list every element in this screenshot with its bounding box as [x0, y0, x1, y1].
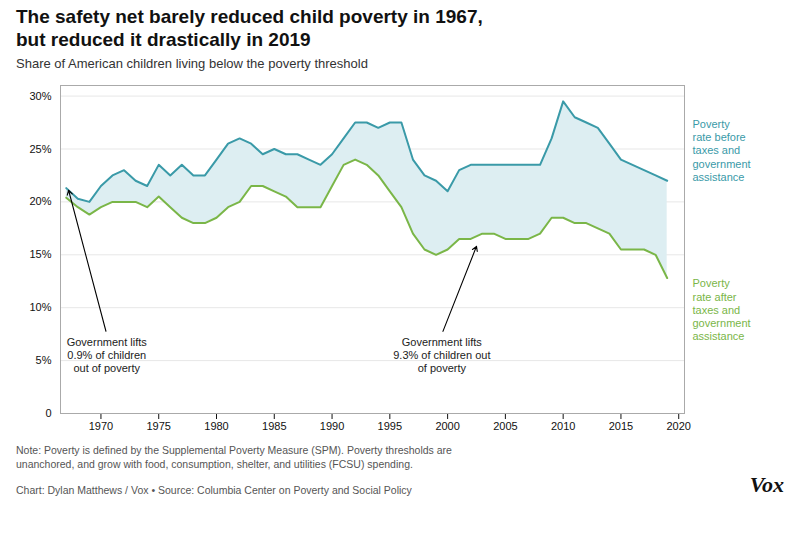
svg-text:25%: 25%: [29, 142, 51, 154]
svg-text:30%: 30%: [29, 89, 51, 101]
svg-text:1970: 1970: [89, 420, 113, 432]
svg-text:1995: 1995: [378, 420, 402, 432]
svg-text:2005: 2005: [493, 420, 517, 432]
svg-text:2020: 2020: [666, 420, 690, 432]
svg-text:2000: 2000: [435, 420, 459, 432]
html-text:Chart: Dylan Matthews / Vox •: Chart: Dylan Matthews / Vox • Source: Co…: [16, 484, 412, 496]
svg-text:2015: 2015: [609, 420, 633, 432]
svg-text:1985: 1985: [262, 420, 286, 432]
html-text:Note: Poverty is defined by th: Note: Poverty is defined by the Suppleme…: [16, 443, 452, 471]
svg-text:10%: 10%: [29, 301, 51, 313]
html-text:Share of American children liv: Share of American children living below …: [16, 55, 368, 71]
html-text:Vox: Vox: [749, 472, 784, 497]
svg-text:2010: 2010: [551, 420, 575, 432]
svg-text:Government lifts9.3% of childr: Government lifts9.3% of children outof p…: [393, 335, 490, 373]
svg-text:1990: 1990: [320, 420, 344, 432]
html-text:The safety net barely reduced: The safety net barely reduced child pove…: [16, 6, 483, 50]
svg-text:1975: 1975: [146, 420, 170, 432]
svg-text:5%: 5%: [36, 354, 52, 366]
svg-text:Povertyrate aftertaxes andgove: Povertyrate aftertaxes andgovernmentassi…: [693, 277, 751, 342]
svg-text:0: 0: [45, 407, 51, 419]
svg-text:15%: 15%: [29, 248, 51, 260]
svg-text:Government lifts0.9% of childr: Government lifts0.9% of childrenout of p…: [67, 335, 148, 373]
svg-text:Povertyrate beforetaxes andgov: Povertyrate beforetaxes andgovernmentass…: [693, 118, 751, 183]
svg-text:1980: 1980: [204, 420, 228, 432]
svg-text:20%: 20%: [29, 195, 51, 207]
